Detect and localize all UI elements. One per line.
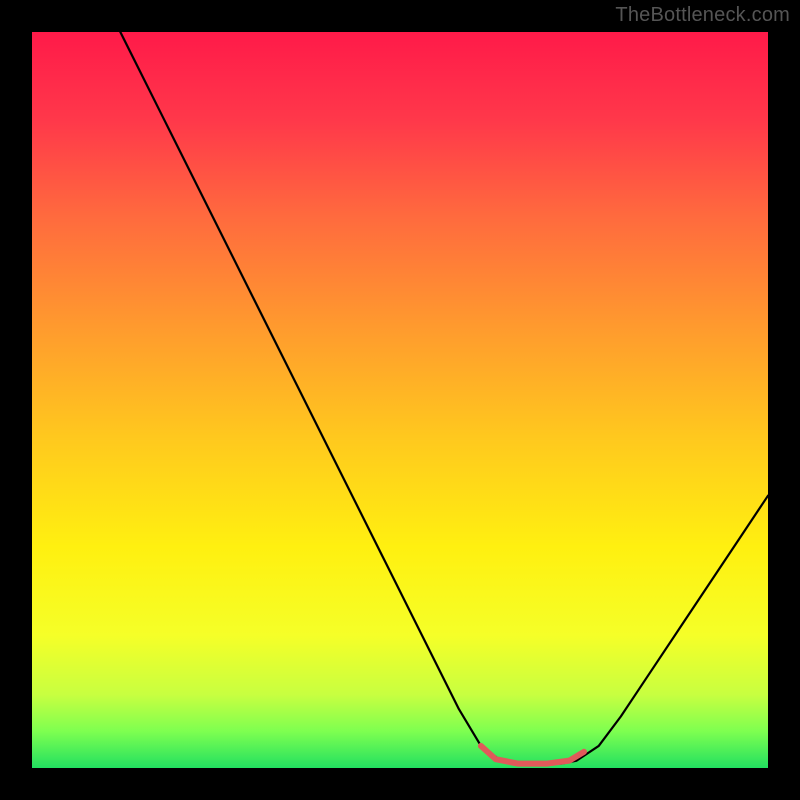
chart-canvas: TheBottleneck.com <box>0 0 800 800</box>
watermark-text: TheBottleneck.com <box>615 4 790 27</box>
bottleneck-chart <box>0 0 800 800</box>
gradient-plot-area <box>32 32 768 768</box>
